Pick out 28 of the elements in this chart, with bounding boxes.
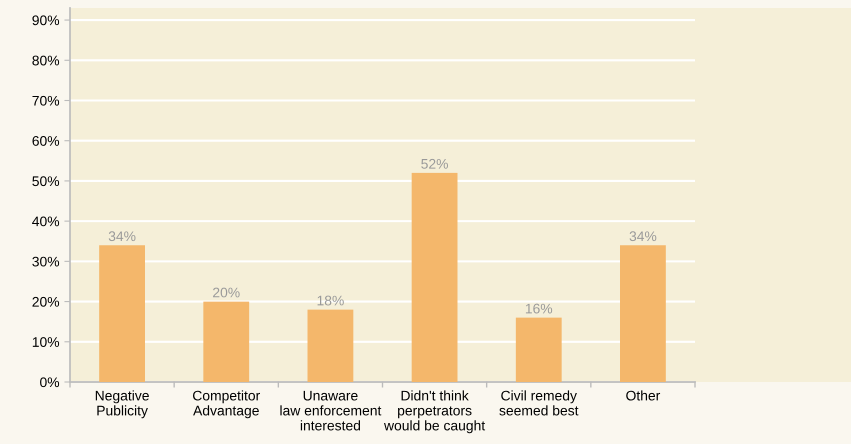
bar: [412, 172, 458, 382]
bar: [516, 318, 562, 382]
x-tick-label: Civil remedy seemed best: [499, 390, 578, 416]
y-tick-label: 60%: [32, 136, 60, 146]
y-tick-label: 20%: [32, 296, 60, 307]
data-label: 20%: [213, 288, 240, 298]
y-tick-label: 0%: [40, 377, 60, 388]
y-tick-label: 40%: [32, 216, 60, 226]
y-tick-label: 90%: [32, 15, 60, 26]
x-tick-label: Negative Publicity: [96, 390, 149, 418]
y-tick-label: 10%: [32, 337, 60, 347]
data-label: 52%: [421, 158, 448, 169]
x-tick-label: Didn't think perpetrators would be caught: [384, 390, 486, 434]
bar: [620, 245, 666, 382]
data-label: 34%: [108, 231, 136, 242]
x-tick-label: Unaware law enforcement interested: [280, 390, 382, 430]
x-tick-label: Other: [626, 390, 660, 401]
bar: [308, 310, 354, 382]
data-label: 34%: [630, 231, 656, 242]
y-tick-label: 70%: [32, 96, 60, 106]
bar: [99, 245, 145, 382]
data-label: 16%: [526, 304, 552, 314]
data-label: 18%: [318, 296, 344, 306]
y-tick-label: 30%: [32, 256, 60, 267]
x-tick-label: Competitor Advantage: [192, 390, 260, 418]
y-tick-label: 80%: [32, 56, 60, 66]
bar: [203, 302, 250, 382]
y-tick-label: 50%: [32, 176, 60, 186]
